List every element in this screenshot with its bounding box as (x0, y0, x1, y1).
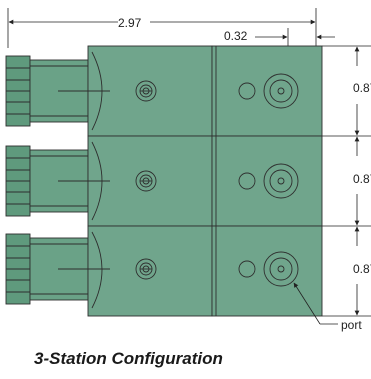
dimension-station-heights (322, 45, 371, 317)
dimension-overall-width (7, 8, 317, 48)
figure-caption: 3-Station Configuration (34, 349, 223, 368)
dimension-station-height-1-label: 0.87 (353, 81, 371, 95)
station-2 (5, 135, 323, 227)
port-callout-label: port (341, 318, 362, 332)
dimension-offset-label: 0.32 (224, 29, 248, 43)
station-3 (5, 225, 323, 317)
station-2-small-port (238, 172, 256, 190)
port-callout-leader (293, 282, 338, 325)
station-1-small-port (238, 82, 256, 100)
dimension-station-height-3-label: 0.87 (353, 262, 371, 276)
station-1 (5, 45, 323, 137)
station-3-small-port (238, 260, 256, 278)
dimension-overall-width-label: 2.97 (118, 16, 142, 30)
dimension-station-height-2-label: 0.87 (353, 172, 371, 186)
